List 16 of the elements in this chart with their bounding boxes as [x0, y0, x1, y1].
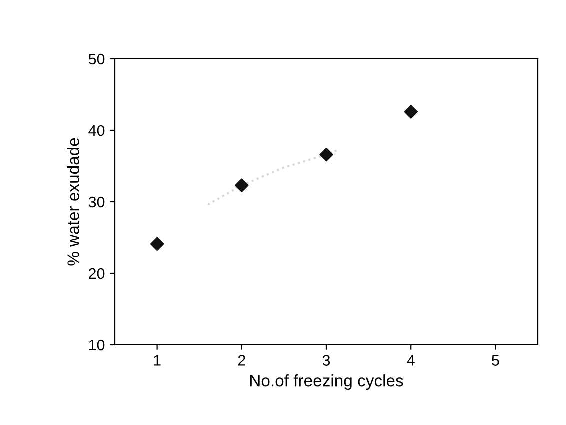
- x-tick-label: 3: [322, 355, 330, 366]
- x-axis-title: No.of freezing cycles: [250, 374, 404, 390]
- y-tick-label: 30: [88, 196, 105, 208]
- point: [150, 237, 164, 252]
- point: [234, 178, 249, 192]
- y-tick-label: 40: [88, 125, 105, 136]
- point: [404, 105, 418, 119]
- y-axis-title: % water exudade: [67, 138, 80, 266]
- x-tick-label: 4: [407, 355, 415, 366]
- y-tick-label: 50: [88, 54, 105, 65]
- y-tick-label: 20: [89, 268, 105, 280]
- y-tick-label: 10: [89, 340, 105, 351]
- x-tick-label: 5: [492, 355, 500, 366]
- x-tick-label: 2: [238, 355, 246, 366]
- point: [320, 148, 334, 162]
- x-tick-label: 1: [154, 355, 161, 366]
